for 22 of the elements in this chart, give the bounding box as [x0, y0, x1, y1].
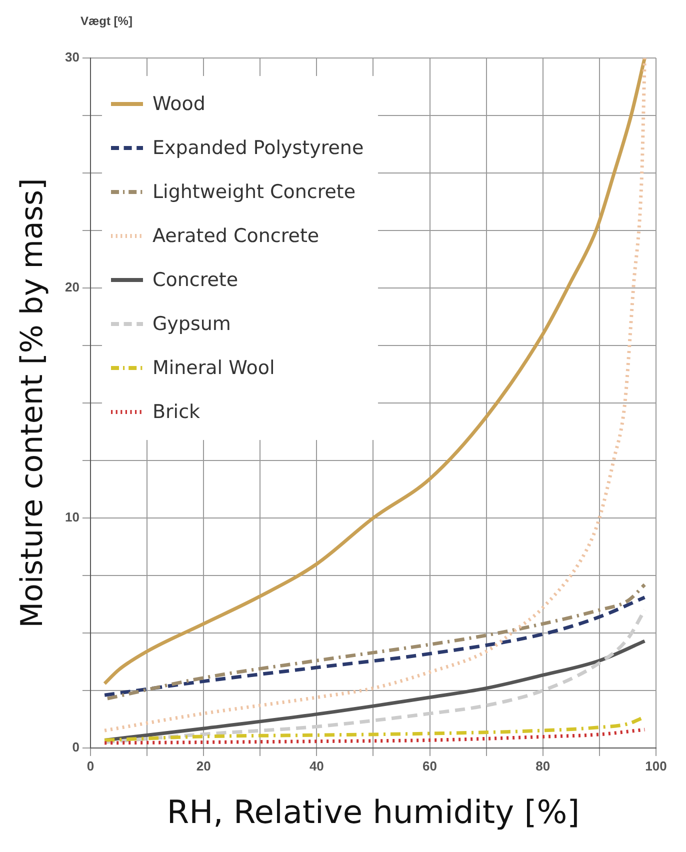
x-axis-title: RH, Relative humidity [%]	[166, 793, 580, 832]
y-tick-label: 10	[64, 510, 80, 525]
x-tick-label: 40	[309, 758, 324, 774]
legend-label: Expanded Polystyrene	[152, 137, 364, 159]
x-tick-label: 100	[645, 758, 667, 774]
x-tick-label: 20	[196, 758, 211, 774]
y-tick-label: 30	[64, 50, 80, 65]
x-tick-label: 60	[422, 758, 438, 774]
y-tick-label: 0	[72, 740, 80, 755]
x-tick-label: 0	[86, 758, 94, 774]
legend-label: Lightweight Concrete	[152, 181, 356, 203]
y-tick-label: 20	[64, 280, 80, 295]
legend-label: Brick	[152, 401, 200, 423]
text: Vægt [%]	[80, 14, 132, 28]
legend-label: Aerated Concrete	[152, 225, 320, 247]
legend-label: Wood	[152, 93, 206, 115]
y-axis-title: Moisture content [% by mass]	[14, 178, 50, 628]
legend-label: Concrete	[152, 269, 238, 291]
legend-label: Mineral Wool	[152, 357, 275, 379]
legend-label: Gypsum	[152, 313, 231, 335]
line-series	[102, 728, 646, 745]
x-tick-label: 80	[536, 758, 550, 774]
